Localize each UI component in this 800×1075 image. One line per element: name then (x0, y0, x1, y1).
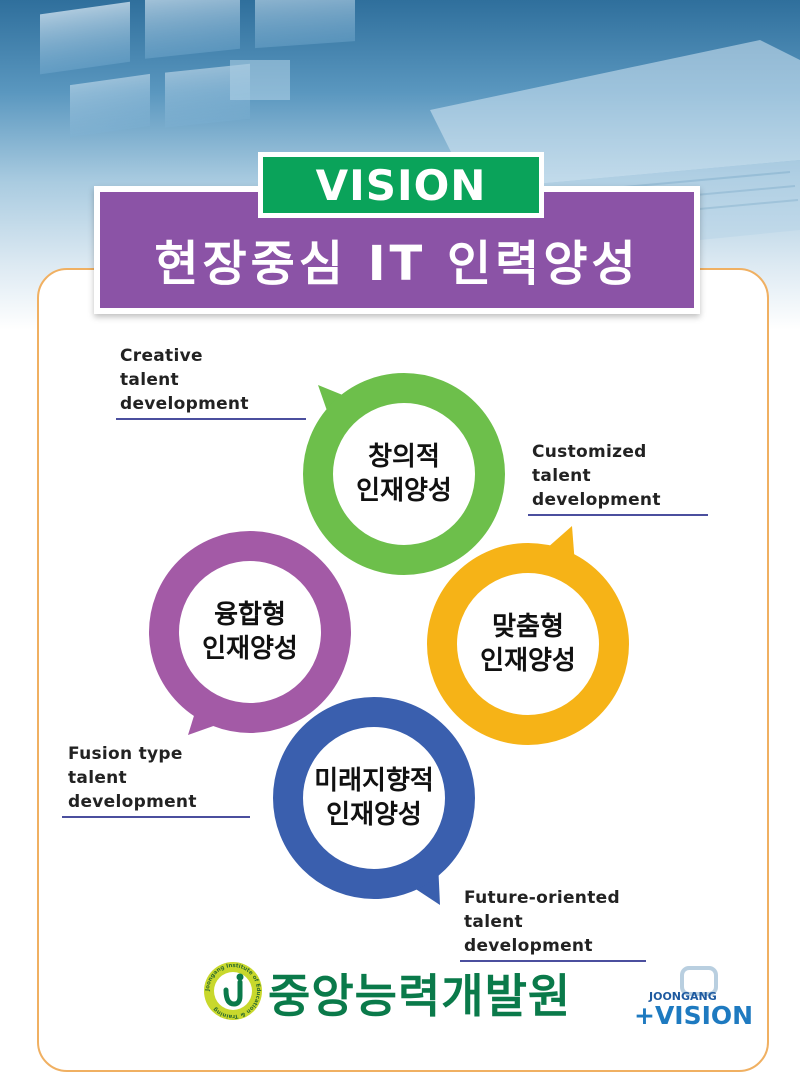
bubble-future-line1: 미래지향적 (314, 766, 434, 796)
bubble-creative (303, 373, 505, 575)
label-creative: Creative talent development (116, 344, 306, 420)
label-creative-line1: Creative (120, 346, 203, 366)
bubble-fusion-line1: 융합형 (214, 600, 286, 630)
bubble-creative-line2: 인재양성 (356, 476, 452, 506)
vision-label: VISION (263, 157, 539, 213)
partner-name-small: JOONGANG (649, 990, 717, 1003)
bubble-future-text: 미래지향적 인재양성 (284, 764, 464, 832)
bubble-creative-ring (303, 373, 505, 575)
label-future-line2: talent development (464, 912, 593, 956)
label-future-line1: Future-oriented (464, 888, 620, 908)
bubble-future-line2: 인재양성 (326, 800, 422, 830)
bubble-future (273, 697, 475, 905)
bubble-fusion-text: 융합형 인재양성 (160, 598, 340, 666)
institute-name: 중앙능력개발원 (268, 969, 572, 1023)
label-customized-underline (528, 514, 708, 516)
bubble-fusion-ring (149, 531, 351, 733)
bubble-creative-line1: 창의적 (368, 442, 440, 472)
bubble-customized-line1: 맞춤형 (492, 612, 564, 642)
bubble-customized-ring (427, 543, 629, 745)
label-creative-line2: talent development (120, 370, 249, 414)
label-customized-line1: Customized (532, 442, 647, 462)
partner-name-big: +VISION (634, 1001, 754, 1030)
label-fusion-line1: Fusion type (68, 744, 183, 764)
bubble-future-ring (273, 697, 475, 899)
label-fusion: Fusion type talent development (62, 742, 250, 818)
label-fusion-underline (62, 816, 250, 818)
institute-emblem: Joongang Institute of Education & Traini… (204, 962, 262, 1020)
label-future-underline (460, 960, 646, 962)
label-customized: Customized talent development (528, 440, 708, 516)
bubble-customized-text: 맞춤형 인재양성 (438, 610, 618, 678)
label-customized-line2: talent development (532, 466, 661, 510)
emblem-j-shape (223, 979, 243, 1007)
bubble-customized-line2: 인재양성 (480, 646, 576, 676)
bubble-customized (427, 526, 629, 745)
bubble-fusion (149, 531, 351, 735)
partner-mark-icon (680, 966, 718, 996)
label-future: Future-oriented talent development (460, 886, 646, 962)
vision-tab: VISION (258, 152, 544, 218)
bubble-fusion-line2: 인재양성 (202, 634, 298, 664)
label-creative-underline (116, 418, 306, 420)
bubble-creative-text: 창의적 인재양성 (314, 440, 494, 508)
slogan-banner: 현장중심 IT 인력양성 (94, 186, 700, 314)
label-fusion-line2: talent development (68, 768, 197, 812)
